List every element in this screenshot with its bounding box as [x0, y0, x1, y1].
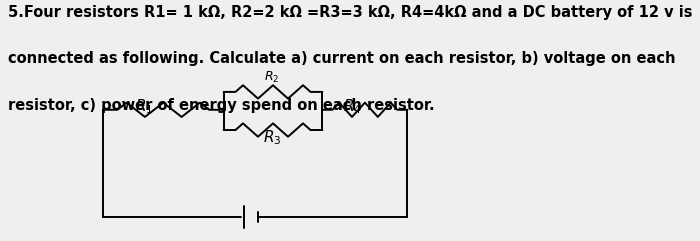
Text: $R_1$: $R_1$ — [135, 98, 153, 116]
Text: 5.Four resistors R1= 1 kΩ, R2=2 kΩ =R3=3 kΩ, R4=4kΩ and a DC battery of 12 v is: 5.Four resistors R1= 1 kΩ, R2=2 kΩ =R3=3… — [8, 5, 692, 20]
Text: $R_4$: $R_4$ — [343, 98, 362, 116]
Text: connected as following. Calculate a) current on each resistor, b) voltage on eac: connected as following. Calculate a) cur… — [8, 51, 676, 67]
Text: $R_3$: $R_3$ — [262, 128, 281, 147]
Text: $R_2$: $R_2$ — [265, 70, 279, 85]
Text: resistor, c) power of energy spend on each resistor.: resistor, c) power of energy spend on ea… — [8, 98, 435, 113]
